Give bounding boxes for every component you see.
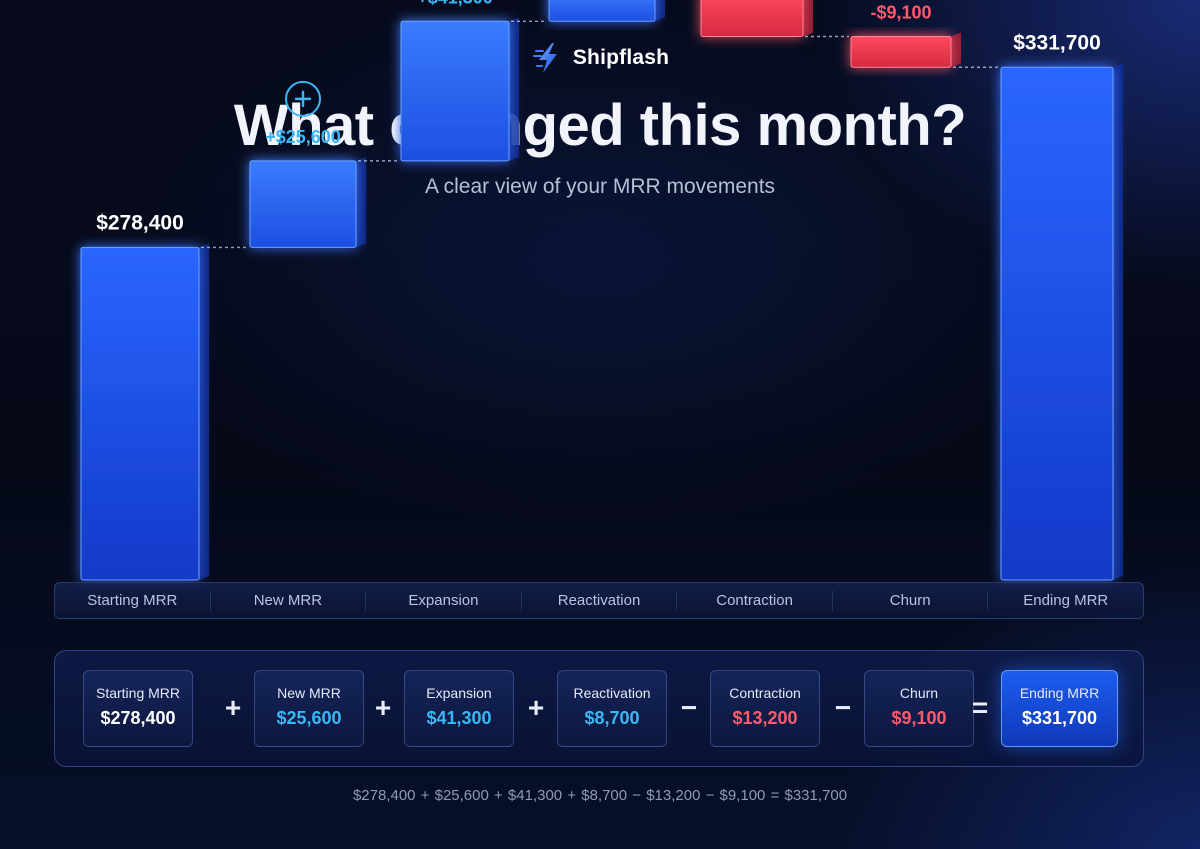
operator-minus: − [680, 692, 698, 723]
data-label-new-mrr: +$25,600 [265, 127, 341, 147]
page-subtitle: A clear view of your MRR movements [424, 175, 776, 198]
bar-side-starting-mrr [199, 243, 209, 580]
bar-reactivation [548, 0, 656, 22]
category-label-starting-mrr: Starting MRR [55, 590, 211, 611]
formula-box-new-mrr: New MRR $25,600 [254, 670, 364, 747]
bar-contraction [700, 0, 804, 37]
formula-box-churn: Churn $9,100 [864, 670, 974, 747]
formula-panel: Starting MRR $278,400 + New MRR $25,600 … [54, 650, 1144, 767]
category-label-new-mrr: New MRR [211, 590, 367, 611]
bar-side-ending-mrr [1113, 63, 1123, 580]
lightning-bolt-logo-icon [532, 43, 557, 73]
bar-side-new-mrr [356, 156, 366, 248]
operator-plus: + [527, 692, 545, 723]
data-label-churn: -$9,100 [870, 2, 931, 22]
operator-plus: + [224, 692, 242, 723]
data-label-starting-mrr: $278,400 [96, 211, 184, 234]
plus-icon-glyph [294, 90, 312, 108]
bar-side-contraction [803, 0, 813, 37]
bar-starting-mrr [80, 246, 200, 581]
formula-value: $278,400 [100, 708, 176, 728]
formula-box-reactivation: Reactivation $8,700 [557, 670, 667, 747]
bar-ending-mrr [1000, 66, 1114, 581]
category-label-contraction: Contraction [677, 590, 833, 611]
formula-label: Ending MRR [1019, 685, 1100, 701]
formula-value: $25,600 [276, 708, 342, 728]
bar-side-churn [951, 32, 961, 68]
equation-summary: $278,400 + $25,600 + $41,300 + $8,700 − … [352, 787, 848, 804]
formula-value: $8,700 [584, 708, 640, 728]
formula-label: Churn [899, 685, 939, 701]
data-label-expansion: +$41,300 [417, 0, 493, 7]
formula-box-contraction: Contraction $13,200 [710, 670, 820, 747]
brand: Shipflash [0, 38, 1200, 78]
formula-box-ending-mrr: Ending MRR $331,700 [1001, 670, 1118, 747]
category-axis: Starting MRR New MRR Expansion Reactivat… [54, 582, 1144, 619]
bar-expansion [400, 20, 510, 162]
bar-side-expansion [509, 17, 519, 161]
formula-label: Starting MRR [95, 685, 181, 701]
formula-value: $13,200 [732, 708, 798, 728]
page-title: What changed this month? [233, 93, 967, 158]
formula-box-expansion: Expansion $41,300 [404, 670, 514, 747]
formula-box-starting-mrr: Starting MRR $278,400 [83, 670, 193, 747]
category-label-reactivation: Reactivation [522, 590, 678, 611]
operator-plus: + [374, 692, 392, 723]
bar-side-reactivation [655, 0, 665, 22]
formula-value: $9,100 [891, 708, 947, 728]
data-label-ending-mrr: $331,700 [1013, 31, 1101, 54]
category-label-ending-mrr: Ending MRR [1023, 591, 1109, 609]
bar-new-mrr [249, 160, 357, 248]
brand-name: Shipflash [572, 46, 670, 69]
plus-icon [285, 80, 321, 117]
formula-label: New MRR [277, 685, 341, 701]
formula-value: $41,300 [426, 708, 492, 728]
formula-label: Expansion [426, 685, 492, 701]
category-label-expansion: Expansion [366, 590, 522, 611]
bar-churn [850, 35, 952, 68]
formula-value: $331,700 [1021, 708, 1098, 728]
formula-label: Reactivation [573, 685, 651, 701]
category-label-churn: Churn [833, 590, 989, 611]
operator-equals: = [971, 692, 989, 723]
operator-minus: − [834, 692, 852, 723]
formula-label: Contraction [729, 685, 801, 701]
